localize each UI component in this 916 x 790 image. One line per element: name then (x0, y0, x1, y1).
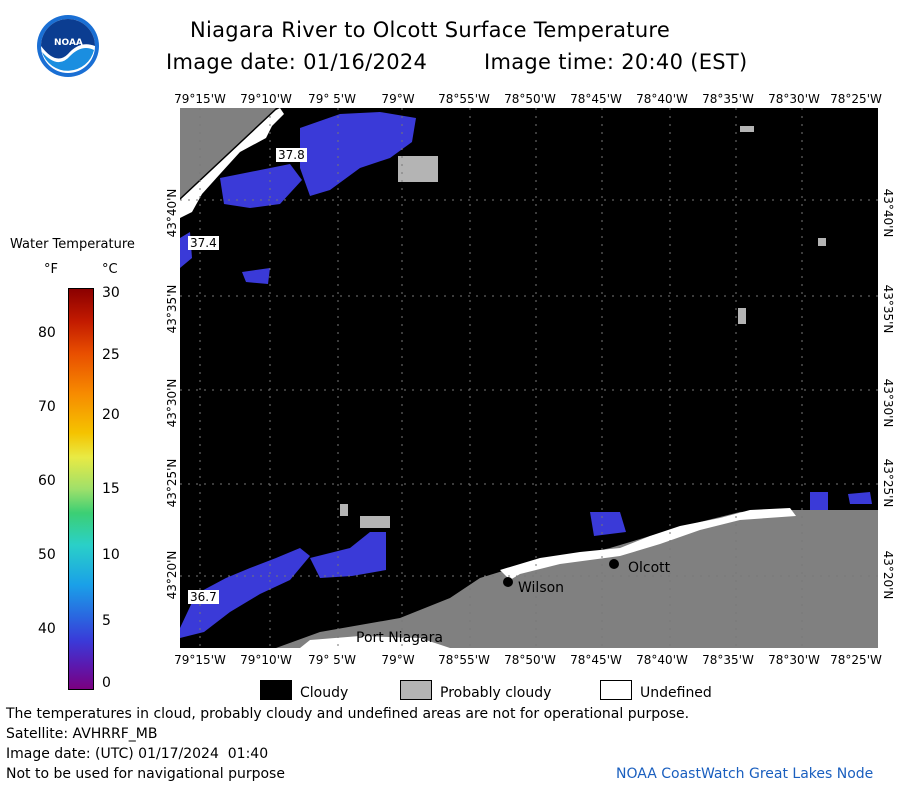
image-date: Image date: 01/16/2024 (166, 50, 428, 74)
lon-label: 78°30'W (768, 653, 820, 667)
legend-cloudy-swatch (260, 680, 292, 700)
lat-label: 43°20'N (881, 550, 895, 600)
probably-cloudy-patch (360, 516, 390, 528)
colorbar-f-tick: 70 (38, 399, 56, 415)
lon-label: 78°30'W (768, 92, 820, 106)
image-time: Image time: 20:40 (EST) (484, 50, 748, 74)
land-south (276, 510, 878, 648)
port-niagara-label: Port Niagara (356, 630, 443, 646)
legend-probably-cloudy-swatch (400, 680, 432, 700)
colorbar-f-tick: 50 (38, 547, 56, 563)
water-patch-east (848, 492, 872, 504)
legend-cloudy-label: Cloudy (300, 685, 349, 701)
wilson-marker (503, 577, 513, 587)
probably-cloudy-patch (340, 504, 348, 516)
colorbar-c-tick: 25 (102, 347, 120, 363)
colorbar-c-tick: 15 (102, 481, 120, 497)
land-northwest (180, 108, 276, 198)
undefined-nw-shore (180, 108, 284, 218)
probably-cloudy-patch (740, 126, 754, 132)
footer-disclaimer: The temperatures in cloud, probably clou… (6, 706, 690, 722)
lon-label: 78°55'W (438, 653, 490, 667)
lon-label: 78°50'W (504, 92, 556, 106)
lon-label: 79° 5'W (308, 653, 356, 667)
legend-undefined-label: Undefined (640, 685, 712, 701)
lat-label: 43°35'N (881, 284, 895, 334)
footer-satellite: Satellite: AVHRRF_MB (6, 726, 158, 742)
lat-label: 43°25'N (165, 458, 179, 508)
lat-lon-grid (180, 108, 878, 648)
lon-label: 78°35'W (702, 653, 754, 667)
footer-utc-date: Image date: (UTC) 01/17/2024 01:40 (6, 746, 269, 762)
probably-cloudy-patch (398, 156, 438, 182)
colorbar-c-tick: 0 (102, 675, 111, 691)
olcott-label: Olcott (628, 560, 671, 576)
lon-label: 78°40'W (636, 92, 688, 106)
lon-label: 78°45'W (570, 92, 622, 106)
colorbar-unit-f: °F (44, 262, 58, 277)
colorbar-f-tick: 60 (38, 473, 56, 489)
page-title: Niagara River to Olcott Surface Temperat… (190, 18, 671, 42)
lon-label: 79° 5'W (308, 92, 356, 106)
lon-label: 79°15'W (174, 653, 226, 667)
lat-label: 43°40'N (881, 188, 895, 238)
lat-label: 43°25'N (881, 458, 895, 508)
lon-label: 78°25'W (830, 92, 882, 106)
niagara-marker (179, 595, 189, 605)
colorbar-unit-c: °C (102, 262, 118, 277)
colorbar-f-tick: 40 (38, 621, 56, 637)
map-canvas (179, 108, 878, 648)
legend-probably-cloudy-label: Probably cloudy (440, 685, 552, 701)
water-patch-north (300, 112, 416, 196)
lat-label: 43°35'N (165, 284, 179, 334)
lon-label: 79°10'W (240, 653, 292, 667)
noaa-logo-icon (37, 15, 99, 77)
lon-label: 79°15'W (174, 92, 226, 106)
colorbar-c-tick: 20 (102, 407, 120, 423)
undefined-south-shore (500, 508, 796, 580)
colorbar-c-tick: 5 (102, 613, 111, 629)
noaa-logo-text: NOAA (54, 38, 83, 48)
temp-label-1: 37.8 (276, 148, 307, 162)
colorbar-title: Water Temperature (10, 237, 135, 252)
colorbar-c-tick: 10 (102, 547, 120, 563)
lon-label: 79°10'W (240, 92, 292, 106)
temperature-map: 37.8 37.4 36.7 Olcott Wilson Port Niagar… (179, 108, 878, 648)
footer-credit: NOAA CoastWatch Great Lakes Node (616, 766, 874, 782)
probably-cloudy-patch (738, 308, 746, 324)
lon-label: 78°45'W (570, 653, 622, 667)
lon-label: 78°25'W (830, 653, 882, 667)
footer-nav-note: Not to be used for navigational purpose (6, 766, 285, 782)
lon-label: 79°W (381, 92, 415, 106)
water-patch-north (220, 164, 302, 208)
wilson-label: Wilson (518, 580, 565, 596)
water-patch-south (310, 532, 386, 578)
water-patch-southwest (180, 548, 310, 638)
olcott-marker (609, 559, 619, 569)
colorbar-c-tick: 30 (102, 285, 120, 301)
water-patch-east (810, 492, 828, 510)
temp-label-3: 36.7 (188, 590, 219, 604)
lat-label: 43°20'N (165, 550, 179, 600)
water-patch-south (590, 512, 626, 536)
colorbar-gradient (68, 288, 94, 690)
lat-label: 43°30'N (165, 378, 179, 428)
lat-label: 43°40'N (165, 188, 179, 238)
water-patch-west (242, 268, 270, 284)
noaa-logo: NOAA (36, 14, 100, 78)
lon-label: 78°55'W (438, 92, 490, 106)
lon-label: 78°50'W (504, 653, 556, 667)
legend-undefined-swatch (600, 680, 632, 700)
probably-cloudy-patch (818, 238, 826, 246)
temp-label-2: 37.4 (188, 236, 219, 250)
lon-label: 78°35'W (702, 92, 754, 106)
lon-label: 78°40'W (636, 653, 688, 667)
lat-label: 43°30'N (881, 378, 895, 428)
colorbar-f-tick: 80 (38, 325, 56, 341)
lon-label: 79°W (381, 653, 415, 667)
